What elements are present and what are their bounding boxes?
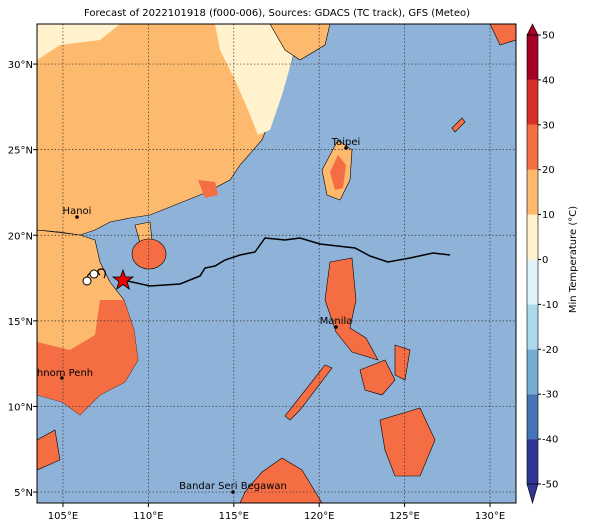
y-tick-label: 15°N (8, 317, 33, 328)
land-mindanao (379, 407, 436, 477)
graticule (37, 24, 516, 503)
y-tick-label: 25°N (8, 146, 33, 157)
tc-symbol (89, 269, 99, 279)
city-dot (75, 215, 79, 219)
colorbar-tick-label: 10 (542, 210, 555, 221)
colorbar-tick-label: -30 (542, 390, 558, 401)
land-ryukyu (451, 117, 466, 133)
land-korea (269, 24, 331, 61)
colorbar-band (527, 259, 538, 305)
city-label: Bandar Seri Begawan (179, 481, 287, 492)
colorbar-band (527, 124, 538, 170)
tc-track (122, 237, 451, 287)
colorbar-tick-label: 20 (542, 165, 555, 176)
colorbar-band (527, 304, 538, 350)
y-tick-label: 20°N (8, 231, 33, 242)
colorbar-tick-label: 50 (542, 31, 555, 42)
tc-current-position (111, 268, 135, 291)
warm-region (330, 155, 346, 190)
colorbar-tick-label: -40 (542, 435, 558, 446)
map-frame (36, 23, 517, 504)
y-tick-label: 10°N (8, 402, 33, 413)
colorbar-band (527, 35, 538, 80)
x-tick-label: 130°E (475, 511, 505, 522)
colorbar-band (527, 439, 538, 484)
colorbar-label: Min Temperature (°C) (568, 206, 579, 313)
land-hainan (131, 238, 167, 270)
colorbar-band (527, 394, 538, 440)
land-samar (394, 344, 411, 381)
land-visayas (359, 359, 396, 396)
city-label: Taipei (331, 137, 361, 148)
warm-region (198, 180, 218, 198)
city-label: Manila (320, 316, 353, 327)
x-tick-label: 120°E (304, 511, 334, 522)
colorbar-band (527, 169, 538, 215)
colorbar-tick-label: 40 (542, 75, 555, 86)
colorbar-tick-label: -10 (542, 300, 558, 311)
warm-region (37, 300, 138, 415)
colorbar-band (527, 79, 538, 125)
land-luzon (324, 257, 379, 361)
map-area: Hanoi Taipei Manila Phnom Penh Bandar Se… (31, 24, 516, 503)
city-label: Hanoi (63, 206, 92, 217)
colorbar-tick-label: -20 (542, 345, 558, 356)
city-label: Phnom Penh (31, 368, 93, 379)
colorbar-extend (526, 23, 539, 36)
x-tick-label: 125°E (389, 511, 419, 522)
x-tick-label: 115°E (219, 511, 249, 522)
colorbar-extend (526, 483, 539, 505)
city-dot (334, 325, 338, 329)
cold-region (215, 24, 300, 135)
colorbar: -50 -40 -30 -20 -10 0 10 20 30 40 50 Min Temperatur… (526, 23, 579, 505)
colorbar-band (527, 214, 538, 260)
land-japan (489, 24, 516, 46)
colorbar-tick-label: 0 (542, 255, 548, 266)
y-tick-label: 30°N (8, 60, 33, 71)
colorbar-tick-label: 30 (542, 120, 555, 131)
cold-region (37, 24, 120, 60)
x-tick-label: 105°E (48, 511, 78, 522)
land-borneo (239, 457, 323, 503)
y-tick-label: 5°N (14, 488, 33, 499)
tc-symbol (82, 276, 92, 286)
x-tick-label: 110°E (133, 511, 163, 522)
colorbar-band (527, 349, 538, 395)
map-title: Forecast of 2022101918 (f000-006), Sourc… (84, 8, 470, 19)
colorbar-tick-label: -50 (542, 480, 558, 491)
land-peninsula (37, 429, 61, 471)
city-dot (344, 146, 348, 150)
